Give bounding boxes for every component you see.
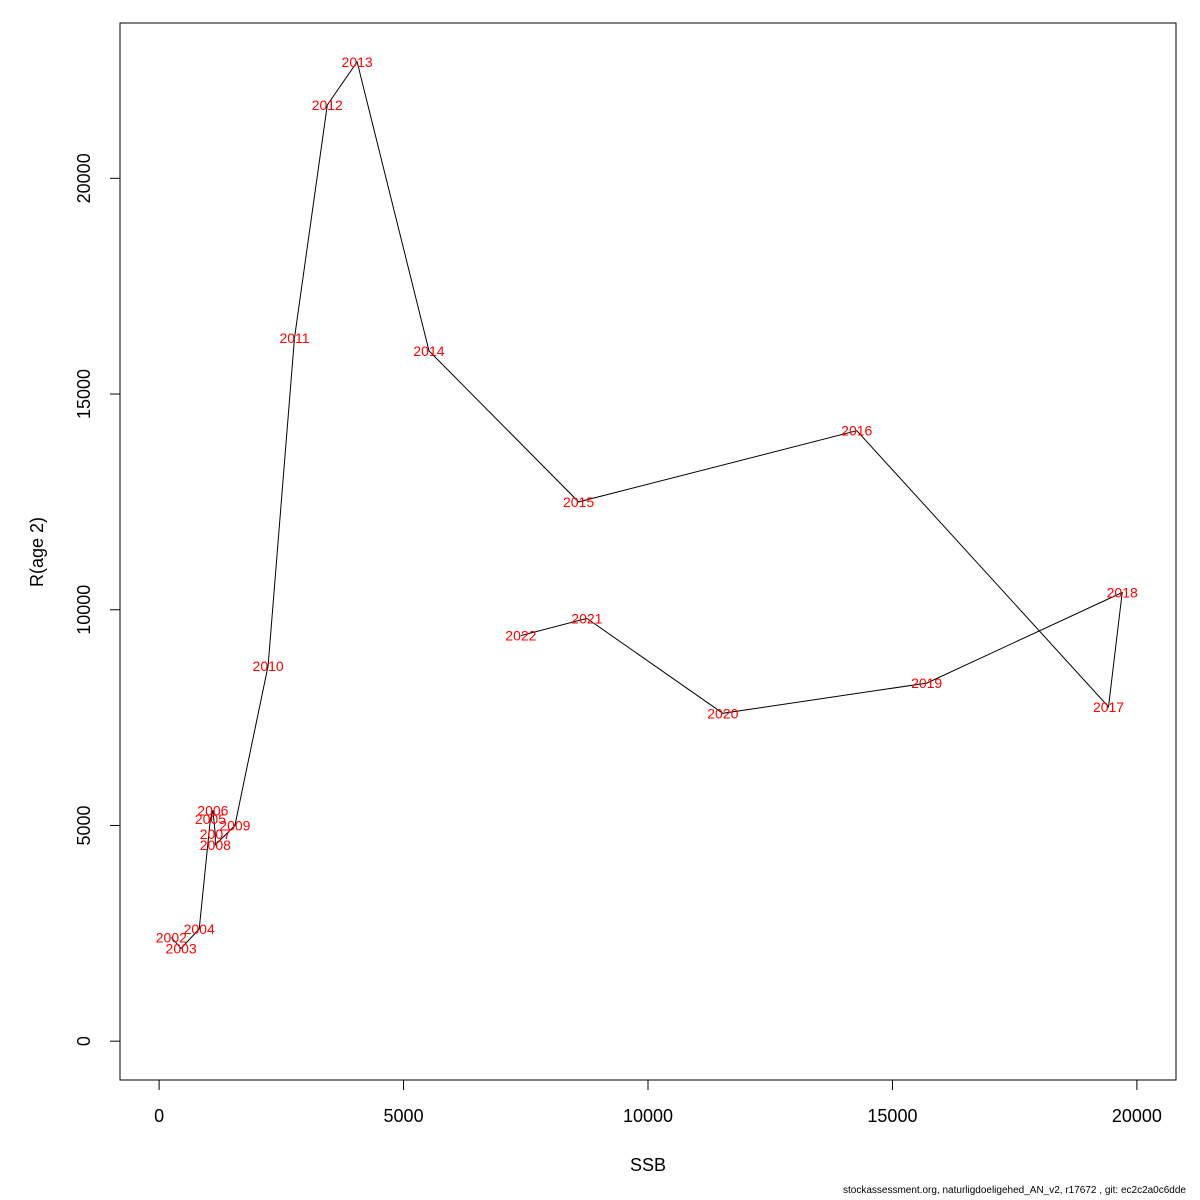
point-label-2007: 2007 (200, 826, 231, 842)
point-label-2009: 2009 (219, 817, 250, 833)
point-label-2022: 2022 (505, 628, 536, 644)
y-tick-label: 20000 (74, 153, 94, 203)
point-label-2011: 2011 (279, 330, 309, 346)
point-label-2015: 2015 (563, 494, 594, 510)
point-label-2006: 2006 (197, 802, 228, 818)
plot-frame (119, 22, 1177, 1081)
point-label-2020: 2020 (707, 705, 738, 721)
point-label-2014: 2014 (413, 343, 444, 359)
point-label-2016: 2016 (841, 423, 872, 439)
y-tick-label: 0 (74, 1036, 94, 1046)
x-tick-label: 15000 (867, 1106, 917, 1126)
y-axis-title: R(age 2) (27, 517, 47, 587)
point-label-2017: 2017 (1093, 699, 1124, 715)
point-label-2021: 2021 (571, 610, 602, 626)
point-labels: 2002200320042005200620072008200920102011… (156, 54, 1138, 957)
x-axis: 0 5000 10000 15000 20000 (154, 1079, 1162, 1126)
point-label-2004: 2004 (184, 921, 215, 937)
point-label-2013: 2013 (342, 54, 373, 70)
point-label-2005: 2005 (195, 811, 226, 827)
x-tick-label: 0 (154, 1106, 164, 1126)
y-tick-label: 15000 (74, 369, 94, 419)
point-label-2010: 2010 (253, 658, 284, 674)
x-tick-label: 10000 (623, 1106, 673, 1126)
y-tick-label: 5000 (74, 805, 94, 845)
y-tick-label: 10000 (74, 585, 94, 635)
footer-credit: stockassessment.org, naturligdoeligehed_… (843, 1185, 1186, 1196)
series-line (170, 60, 1123, 950)
point-label-2008: 2008 (200, 837, 231, 853)
point-label-2002: 2002 (156, 930, 187, 946)
x-axis-title: SSB (630, 1155, 666, 1175)
x-tick-label: 5000 (384, 1106, 424, 1126)
y-axis: 0 5000 10000 15000 20000 (74, 153, 121, 1046)
point-label-2003: 2003 (166, 940, 197, 956)
x-tick-label: 20000 (1112, 1106, 1162, 1126)
point-label-2018: 2018 (1107, 584, 1138, 600)
point-label-2012: 2012 (312, 97, 343, 113)
point-label-2019: 2019 (911, 675, 942, 691)
